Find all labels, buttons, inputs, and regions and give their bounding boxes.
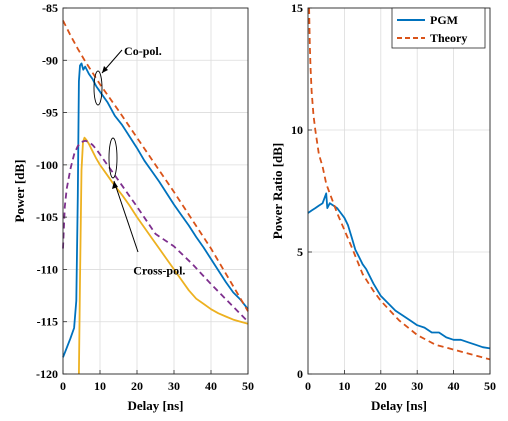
power-x-axis-label: Delay [ns] — [128, 398, 184, 413]
ratio-y-axis-label: Power Ratio [dB] — [270, 143, 285, 240]
legend-theory-label: Theory — [430, 31, 467, 45]
legend-pgm-label: PGM — [430, 13, 458, 27]
co-pol-arrow-head — [102, 66, 108, 73]
ratio-x-axis-label: Delay [ns] — [371, 398, 427, 413]
series-line-co-pol-measured — [62, 62, 249, 358]
y-tick-label: 5 — [297, 245, 303, 259]
legend-box — [391, 7, 486, 49]
x-tick-label: 10 — [338, 379, 350, 393]
series-line-cross-pol-theory — [62, 139, 249, 323]
cross-pol-ellipse — [108, 137, 118, 179]
x-tick-label: 50 — [242, 379, 254, 393]
x-tick-label: 50 — [484, 379, 496, 393]
power-grid — [62, 7, 249, 375]
cross-pol-arrow — [113, 180, 139, 253]
y-tick-label: -100 — [36, 158, 58, 172]
x-tick-label: 30 — [411, 379, 423, 393]
power-series — [62, 20, 249, 375]
series-line-co-pol-theory — [62, 20, 249, 312]
power-ratio-chart: 0 10 20 30 40 50 0 5 10 15 Delay [ns] Power Ratio… — [270, 1, 496, 413]
power-chart: Co-pol. Cross-pol. 0 10 20 30 40 50 -85 -90 -95 -… — [12, 1, 254, 413]
power-y-axis-label: Power [dB] — [12, 160, 27, 223]
cross-pol-label: Cross-pol. — [133, 264, 185, 278]
x-tick-label: 20 — [131, 379, 143, 393]
x-tick-label: 40 — [205, 379, 217, 393]
y-tick-label: -90 — [42, 53, 58, 67]
x-tick-label: 10 — [94, 379, 106, 393]
x-tick-label: 0 — [60, 379, 66, 393]
y-tick-label: 0 — [297, 367, 303, 381]
series-line-theory — [308, 7, 491, 361]
y-tick-label: 15 — [291, 1, 303, 15]
x-tick-label: 40 — [448, 379, 460, 393]
co-pol-ellipse — [93, 70, 103, 106]
series-line-pgm — [307, 192, 491, 350]
ratio-tick-labels: 0 10 20 30 40 50 0 5 10 15 — [291, 1, 496, 393]
y-tick-label: -95 — [42, 106, 58, 120]
y-tick-label: 10 — [291, 123, 303, 137]
ratio-series — [307, 7, 491, 361]
y-tick-label: -105 — [36, 210, 58, 224]
cross-pol-arrow-head — [112, 181, 118, 189]
y-tick-label: -110 — [37, 262, 58, 276]
power-annotations: Co-pol. Cross-pol. — [93, 44, 185, 278]
y-tick-label: -115 — [37, 315, 58, 329]
x-tick-label: 30 — [168, 379, 180, 393]
y-tick-label: -85 — [42, 1, 58, 15]
series-line-cross-pol-measured — [78, 136, 249, 375]
power-plot-frame — [62, 7, 249, 375]
x-tick-label: 20 — [375, 379, 387, 393]
x-tick-label: 0 — [305, 379, 311, 393]
co-pol-label: Co-pol. — [124, 44, 162, 58]
legend: PGM Theory — [391, 7, 486, 49]
power-tick-labels: 0 10 20 30 40 50 -85 -90 -95 -100 -105 -110 -115 -120 — [36, 1, 254, 393]
y-tick-label: -120 — [36, 367, 58, 381]
